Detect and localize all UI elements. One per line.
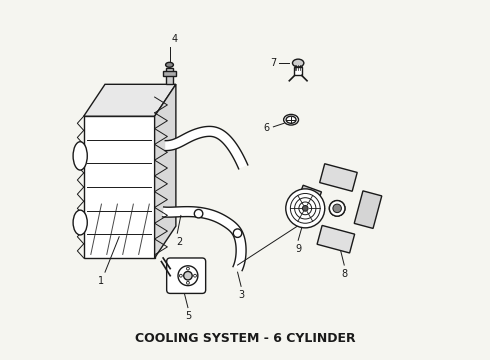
Circle shape <box>286 189 325 228</box>
Polygon shape <box>319 164 357 191</box>
Bar <box>166 68 173 84</box>
Polygon shape <box>354 191 382 229</box>
Circle shape <box>294 198 316 219</box>
Circle shape <box>333 204 342 213</box>
Text: 1: 1 <box>98 276 104 286</box>
Circle shape <box>179 274 182 277</box>
Circle shape <box>187 282 189 284</box>
Polygon shape <box>155 84 176 258</box>
Circle shape <box>178 266 198 285</box>
Circle shape <box>195 210 203 218</box>
Circle shape <box>291 193 320 223</box>
Circle shape <box>333 204 342 213</box>
Text: COOLING SYSTEM - 6 CYLINDER: COOLING SYSTEM - 6 CYLINDER <box>135 332 355 345</box>
Polygon shape <box>165 126 248 169</box>
Text: 6: 6 <box>264 123 270 133</box>
Ellipse shape <box>166 62 173 67</box>
Ellipse shape <box>284 114 298 125</box>
Circle shape <box>329 201 345 216</box>
Text: 4: 4 <box>172 34 177 44</box>
Bar <box>294 67 302 76</box>
Polygon shape <box>163 207 246 271</box>
Circle shape <box>233 229 242 238</box>
Text: 7: 7 <box>270 58 277 68</box>
Circle shape <box>187 267 189 270</box>
Ellipse shape <box>293 59 304 67</box>
Polygon shape <box>292 185 321 224</box>
Circle shape <box>332 211 334 213</box>
Ellipse shape <box>286 116 296 123</box>
Text: 8: 8 <box>341 269 347 279</box>
Text: 5: 5 <box>185 311 191 321</box>
Circle shape <box>329 201 345 216</box>
Circle shape <box>340 203 342 206</box>
Polygon shape <box>84 84 176 116</box>
Circle shape <box>302 206 308 211</box>
Polygon shape <box>317 225 355 253</box>
Text: 9: 9 <box>295 244 301 254</box>
Bar <box>163 71 176 76</box>
FancyBboxPatch shape <box>167 258 206 293</box>
Circle shape <box>184 271 192 280</box>
Ellipse shape <box>73 210 87 235</box>
Circle shape <box>299 202 312 215</box>
Circle shape <box>332 203 334 206</box>
Circle shape <box>340 211 342 213</box>
Text: 3: 3 <box>238 290 244 300</box>
Circle shape <box>194 274 196 277</box>
Ellipse shape <box>73 142 87 170</box>
Bar <box>84 116 155 258</box>
Text: 2: 2 <box>176 237 182 247</box>
